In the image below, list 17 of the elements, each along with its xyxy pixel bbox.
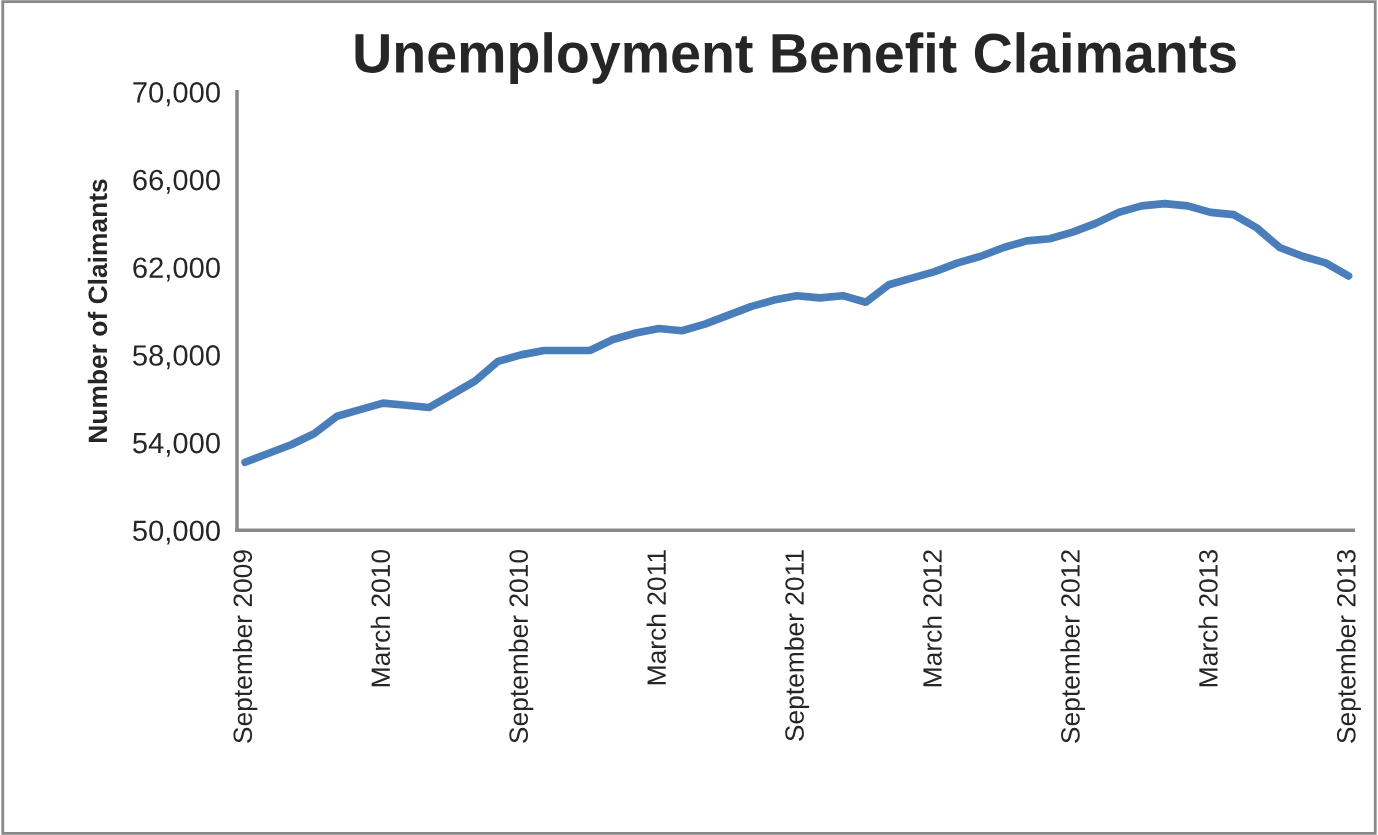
y-tick-label: 62,000 (133, 257, 220, 282)
y-tick-label: 58,000 (133, 345, 220, 370)
x-tick-label: March 2012 (922, 550, 942, 687)
y-tick-label: 50,000 (133, 520, 220, 545)
x-tick-label: March 2011 (646, 550, 666, 685)
x-tick-label: September 2009 (232, 550, 258, 743)
y-tick-label: 54,000 (133, 432, 220, 457)
x-tick-label: September 2012 (1060, 550, 1086, 743)
x-tick-label: March 2013 (1198, 550, 1218, 687)
y-tick-label: 66,000 (133, 169, 220, 194)
x-tick-label: September 2010 (508, 549, 534, 743)
y-axis-title: Number of Claimants (87, 179, 108, 442)
x-tick-label: September 2013 (1336, 550, 1361, 743)
x-tick-label: March 2010 (370, 550, 391, 687)
y-tick-label: 70,000 (133, 82, 220, 107)
chart-title: Unemployment Benefit Claimants (355, 32, 1236, 84)
x-tick-label: September 2011 (784, 550, 810, 741)
